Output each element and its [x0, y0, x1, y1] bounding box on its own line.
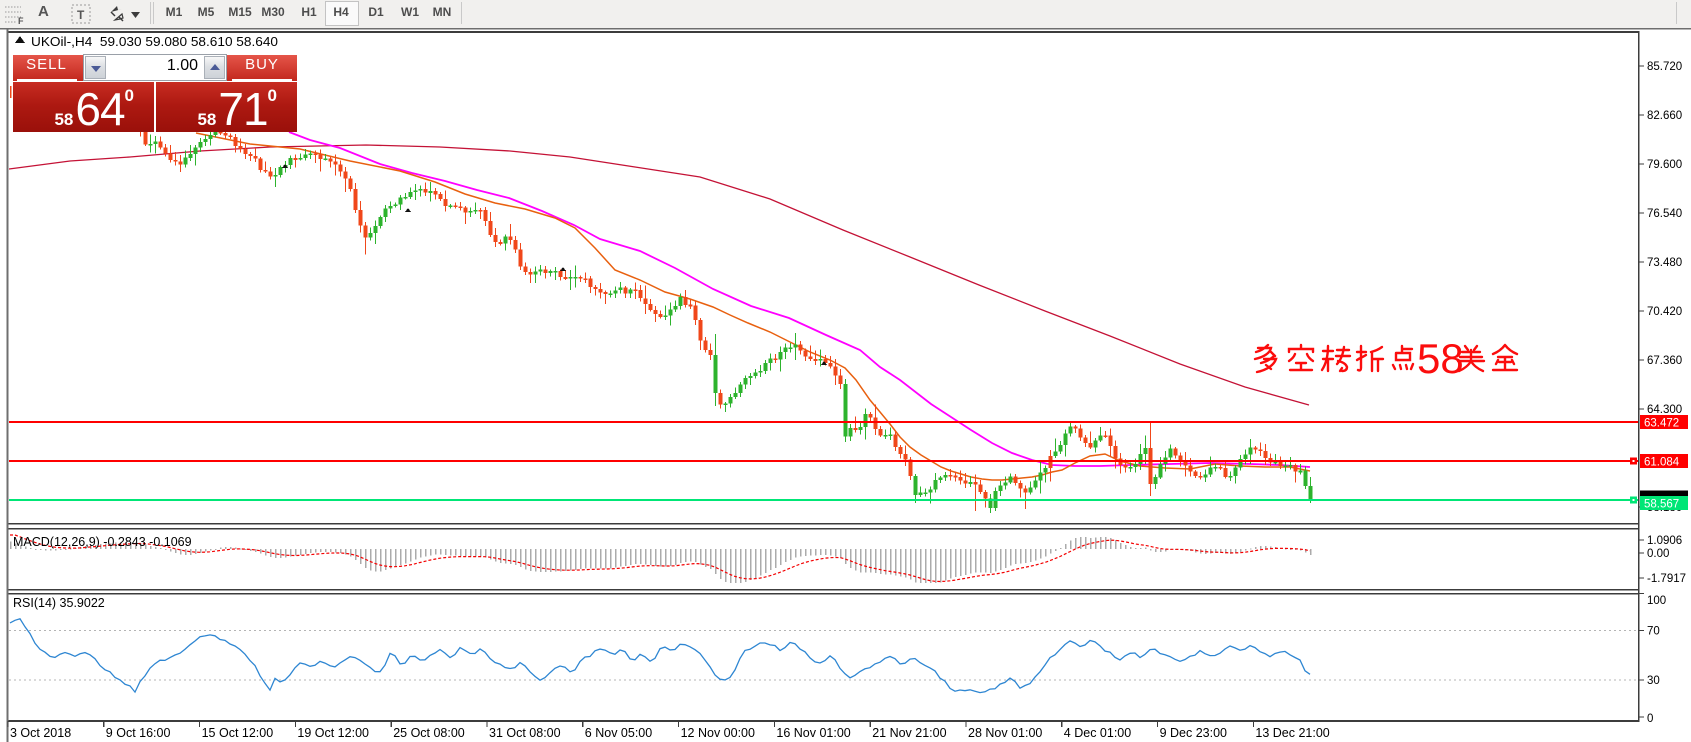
svg-text:58.567: 58.567 [1644, 499, 1679, 511]
svg-text:70: 70 [1647, 626, 1660, 638]
svg-text:30: 30 [1647, 675, 1660, 687]
svg-text:15 Oct 12:00: 15 Oct 12:00 [202, 726, 274, 740]
svg-text:19 Oct 12:00: 19 Oct 12:00 [297, 726, 369, 740]
svg-text:21 Nov 21:00: 21 Nov 21:00 [872, 726, 946, 740]
svg-text:12 Nov 00:00: 12 Nov 00:00 [681, 726, 755, 740]
svg-text:0.00: 0.00 [1647, 548, 1669, 560]
svg-text:3 Oct 2018: 3 Oct 2018 [10, 726, 71, 740]
svg-text:100: 100 [1647, 595, 1666, 607]
svg-text:82.660: 82.660 [1647, 110, 1682, 122]
svg-text:73.480: 73.480 [1647, 257, 1682, 269]
svg-text:76.540: 76.540 [1647, 208, 1682, 220]
svg-text:28 Nov 01:00: 28 Nov 01:00 [968, 726, 1042, 740]
svg-text:13 Dec 21:00: 13 Dec 21:00 [1255, 726, 1329, 740]
svg-text:9 Oct 16:00: 9 Oct 16:00 [106, 726, 171, 740]
svg-text:63.472: 63.472 [1644, 418, 1679, 430]
svg-text:70.420: 70.420 [1647, 306, 1682, 318]
svg-text:79.600: 79.600 [1647, 159, 1682, 171]
svg-text:64.300: 64.300 [1647, 404, 1682, 416]
svg-text:T: T [77, 8, 85, 22]
svg-text:UKOil-,H4 59.030 59.080 58.61: UKOil-,H4 59.030 59.080 58.610 58.640 [31, 34, 278, 49]
svg-text:31 Oct 08:00: 31 Oct 08:00 [489, 726, 561, 740]
svg-text:16 Nov 01:00: 16 Nov 01:00 [776, 726, 850, 740]
svg-text:4 Dec 01:00: 4 Dec 01:00 [1064, 726, 1131, 740]
svg-text:85.720: 85.720 [1647, 61, 1682, 73]
svg-text:1.0906: 1.0906 [1647, 535, 1682, 547]
svg-text:-1.7917: -1.7917 [1647, 573, 1686, 585]
svg-text:25 Oct 08:00: 25 Oct 08:00 [393, 726, 465, 740]
svg-text:6 Nov 05:00: 6 Nov 05:00 [585, 726, 652, 740]
svg-text:RSI(14) 35.9022: RSI(14) 35.9022 [13, 596, 105, 610]
svg-text:67.360: 67.360 [1647, 355, 1682, 367]
svg-text:MACD(12,26,9) -0.2843 -0.1069: MACD(12,26,9) -0.2843 -0.1069 [13, 535, 192, 549]
svg-text:F: F [18, 16, 24, 24]
svg-text:58: 58 [1417, 335, 1464, 382]
svg-text:61.084: 61.084 [1644, 457, 1680, 469]
svg-text:9 Dec 23:00: 9 Dec 23:00 [1160, 726, 1227, 740]
svg-text:0: 0 [1647, 713, 1653, 725]
